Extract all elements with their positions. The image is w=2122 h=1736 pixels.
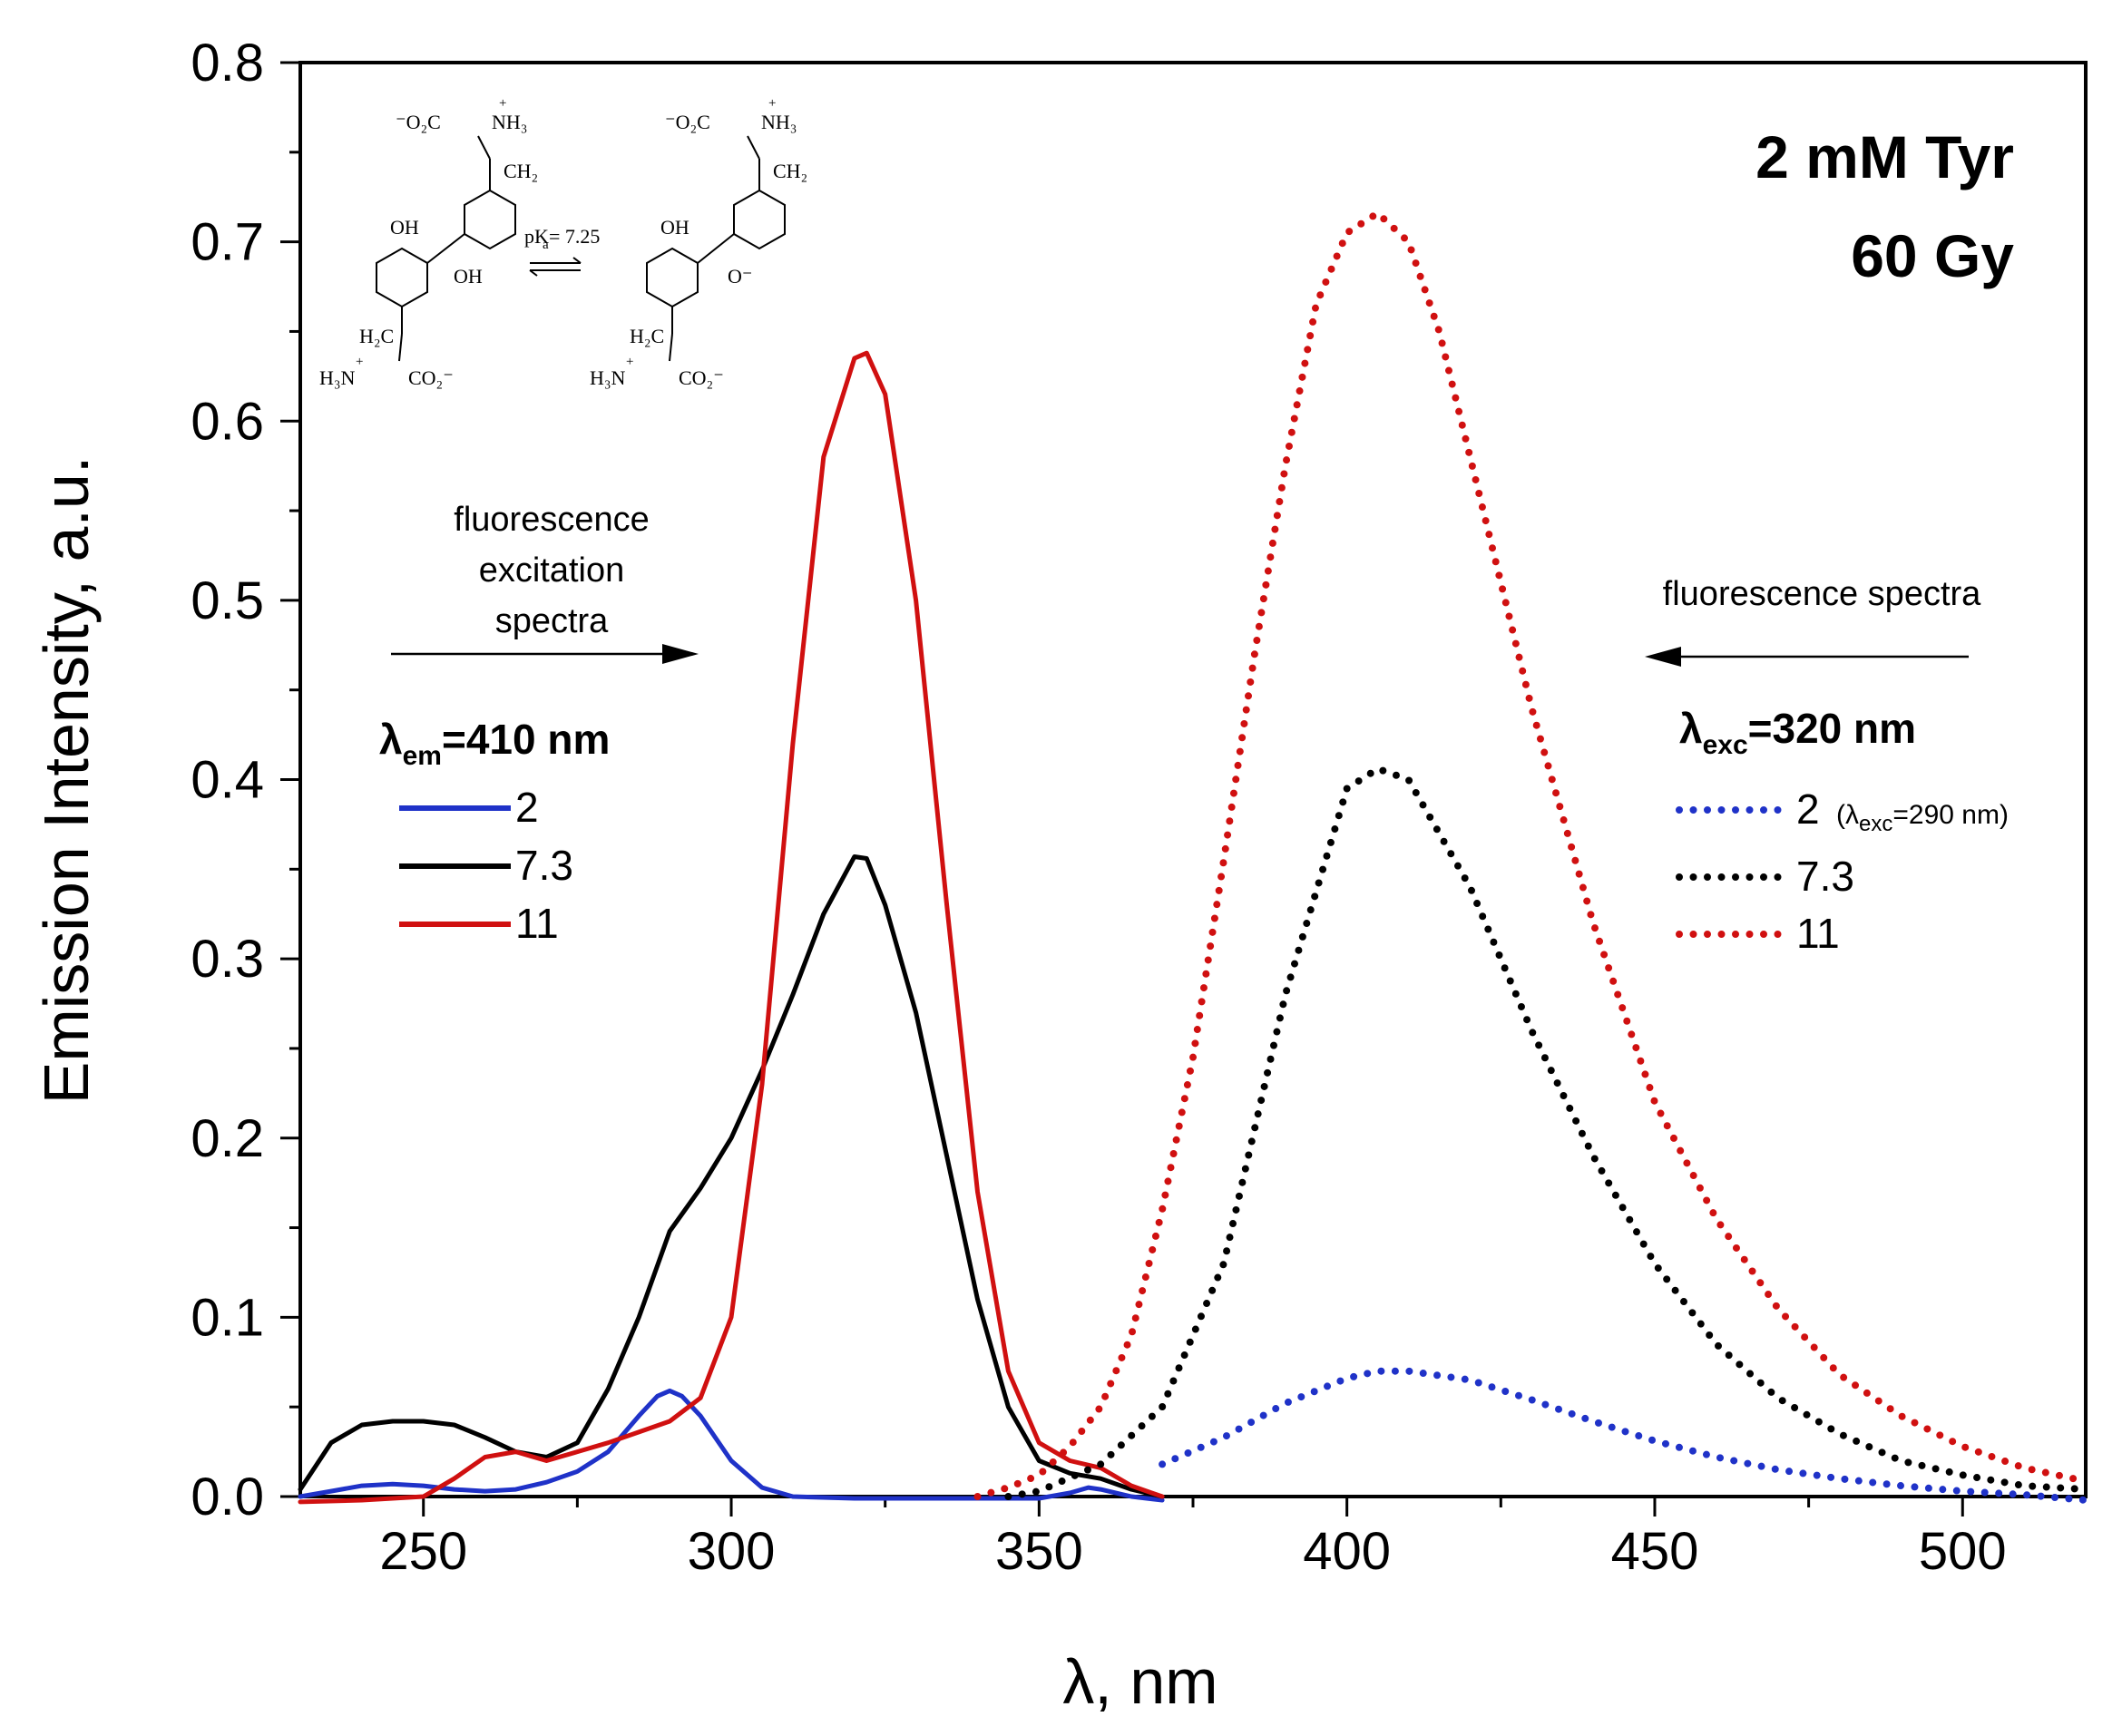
svg-text:H₃N: H₃N (590, 366, 626, 389)
emission-annotation: fluorescence spectra (1663, 575, 1981, 613)
svg-text:CH₂: CH₂ (773, 160, 807, 182)
x-tick-label: 350 (995, 1522, 1083, 1581)
series-emission-2 (1159, 1367, 2089, 1504)
chart-title-line1: 2 mM Tyr (1755, 123, 2014, 190)
x-tick-label: 400 (1303, 1522, 1391, 1581)
y-tick-label: 0.2 (191, 1109, 264, 1168)
plot-frame (298, 61, 2088, 1498)
chart-title-line2: 60 Gy (1851, 222, 2014, 289)
x-tick-label: 500 (1919, 1522, 2007, 1581)
excitation-annotation-line1: fluorescence (454, 501, 649, 539)
legend-label-11-dotted: 11 (1796, 910, 1840, 957)
dityrosine-anion-structure (646, 135, 786, 362)
svg-text:CO₂⁻: CO₂⁻ (408, 366, 454, 389)
y-tick-label: 0.3 (191, 930, 264, 989)
chemical-structure-inset (376, 135, 786, 362)
y-axis: 0.0 0.1 0.2 0.3 0.4 0.5 0.6 0.7 0.8 (191, 34, 300, 1526)
y-tick-label: 0.6 (191, 392, 264, 451)
svg-text:OH: OH (390, 216, 419, 239)
svg-text:CO₂⁻: CO₂⁻ (679, 366, 724, 389)
x-tick-label: 300 (688, 1522, 776, 1581)
svg-text:NH₃: NH₃ (492, 111, 527, 133)
y-axis-title: Emission Intensity, a.u. (31, 456, 102, 1105)
series-emission-7_3 (1004, 765, 2089, 1500)
y-tick-label: 0.4 (191, 751, 264, 810)
svg-text:⁻O₂C: ⁻O₂C (665, 111, 710, 133)
svg-text:a: a (543, 238, 549, 252)
x-tick-label: 450 (1611, 1522, 1699, 1581)
y-tick-label: 0.5 (191, 571, 264, 630)
legend-emission: λexc=320 nm 2 (λexc=290 nm) 7.3 11 (1676, 705, 2009, 957)
svg-text:+: + (768, 96, 776, 111)
svg-text:CH₂: CH₂ (504, 160, 538, 182)
svg-text:H₃N: H₃N (319, 366, 356, 389)
excitation-annotation-line2: excitation (479, 551, 625, 590)
svg-text:= 7.25: = 7.25 (549, 225, 600, 248)
y-tick-label: 0.1 (191, 1288, 264, 1347)
svg-text:H₂C: H₂C (630, 325, 664, 347)
svg-text:OH: OH (454, 265, 483, 288)
legend-label-7.3-solid: 7.3 (515, 842, 573, 889)
legend-label-2-solid: 2 (515, 784, 539, 831)
y-tick-label: 0.8 (191, 34, 264, 93)
series-excitation-7_3 (298, 854, 1165, 1499)
equilibrium-arrows (529, 257, 582, 277)
x-axis: 250 300 350 400 450 500 (379, 1497, 2007, 1581)
excitation-arrow (391, 644, 699, 664)
series-emission-11 (973, 210, 2078, 1500)
excitation-annotation-line3: spectra (495, 602, 609, 640)
y-tick-label: 0.7 (191, 213, 264, 272)
legend-label-2-dotted: 2 (1796, 785, 1820, 833)
svg-text:+: + (499, 96, 506, 111)
emission-arrow (1645, 647, 1969, 667)
svg-text:pK: pK (524, 225, 549, 248)
legend-note-2-dotted: (λexc=290 nm) (1836, 800, 2009, 836)
x-tick-label: 250 (379, 1522, 467, 1581)
legend-excitation: λem=410 nm 2 7.3 11 (379, 716, 610, 947)
y-tick-label: 0.0 (191, 1468, 264, 1526)
legend-label-7.3-dotted: 7.3 (1796, 853, 1854, 900)
series-excitation-11 (298, 350, 1165, 1505)
svg-text:+: + (626, 355, 633, 369)
chemical-structure-labels: ⁻O₂C NH₃ + CH₂ OH OH H₂C H₃N + CO₂⁻ pK a… (319, 96, 807, 389)
svg-text:OH: OH (660, 216, 689, 239)
svg-text:O⁻: O⁻ (728, 265, 753, 288)
svg-text:+: + (356, 355, 363, 369)
svg-text:NH₃: NH₃ (761, 111, 797, 133)
svg-text:H₂C: H₂C (359, 325, 394, 347)
series-layer (298, 210, 2089, 1505)
x-axis-title: λ, nm (1062, 1646, 1217, 1717)
series-excitation-2 (298, 1388, 1165, 1503)
legend-excitation-title: λem=410 nm (379, 716, 610, 771)
legend-emission-title: λexc=320 nm (1679, 705, 1916, 760)
dityrosine-neutral-structure (376, 135, 516, 362)
legend-label-11-solid: 11 (515, 900, 559, 947)
svg-text:⁻O₂C: ⁻O₂C (396, 111, 441, 133)
